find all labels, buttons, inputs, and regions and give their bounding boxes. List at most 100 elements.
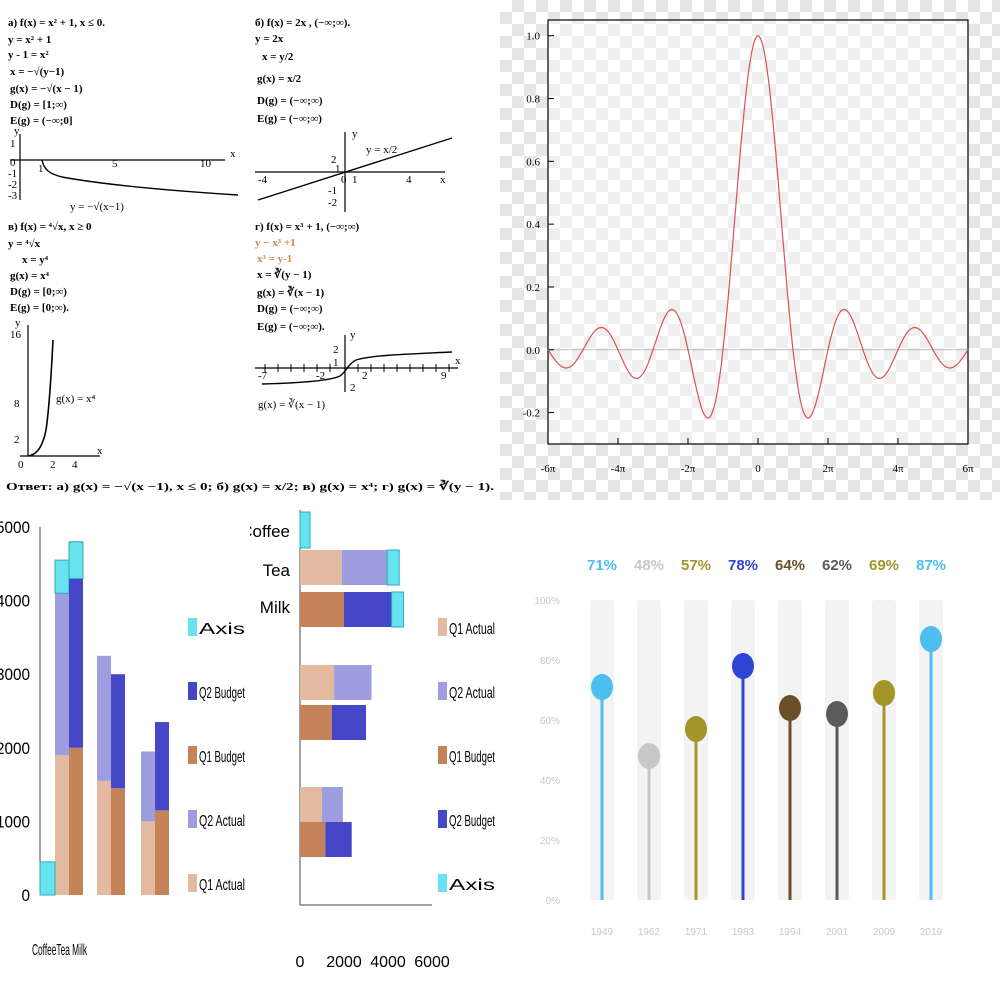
axis-bar [299, 511, 311, 549]
y-tick-label: 0.8 [526, 94, 540, 106]
graph-d-tick: 9 [441, 370, 447, 382]
graph-d-tick: -7 [258, 370, 268, 382]
bar-segment [334, 665, 372, 700]
legend-swatch [188, 810, 197, 828]
lollipop-head [685, 716, 707, 742]
graph-b-tick: -2 [328, 197, 337, 209]
graph-c-tick: 16 [10, 329, 22, 341]
x-tick-label: 2000 [326, 954, 362, 971]
graph-b-tick: 4 [406, 174, 412, 186]
bar-segment [300, 665, 335, 700]
sinc-chart: -0.2 0.0 0.2 0.4 0.6 0.8 1.0 -6π -4π -2π 0 2π 4π 6π [523, 19, 974, 475]
graph-d-axis-x: x [455, 355, 461, 367]
bar-segment [155, 722, 169, 811]
problem-c-line: g(x) = x⁴ [10, 270, 50, 282]
graph-b-tick: -1 [328, 185, 337, 197]
category-label: 2019 [920, 927, 943, 938]
bar-segment [300, 550, 342, 585]
legend-swatch [438, 746, 447, 764]
y-tick-label: 0.0 [526, 345, 540, 357]
bar-segment [69, 578, 83, 748]
problem-a-text: а) f(x) = x² + 1, x ≤ 0. y = x² + 1 y - … [8, 17, 105, 127]
bar-segment [344, 592, 395, 627]
bar-segment [141, 751, 155, 822]
bar-segment [331, 705, 366, 740]
graph-c-curve [27, 339, 54, 457]
legend-swatch [188, 682, 197, 700]
graph-d-tick: 2 [362, 370, 368, 382]
x-tick-label: 4000 [370, 954, 406, 971]
graph-b-label: y = x/2 [366, 144, 397, 156]
graph-c: y x 16 8 2 0 2 4 g(x) = x⁴ [10, 317, 103, 471]
graph-c-tick: 0 [18, 459, 24, 471]
graph-c-axis-x: x [97, 445, 103, 457]
graph-a: x y 1 5 10 1 0 -1 -2 -3 y = −√(x−1) [8, 125, 239, 213]
graph-d-tick: 2 [333, 344, 339, 356]
legend-swatch [438, 874, 447, 892]
bar-segment [300, 822, 326, 857]
graph-a-tick: -1 [8, 168, 17, 180]
legend-swatch [438, 618, 447, 636]
graph-a-axis-y: y [14, 125, 20, 137]
axis-bar [39, 861, 56, 896]
graph-b-tick: 1 [335, 163, 341, 175]
y-tick-label: 20% [540, 836, 560, 847]
category-label: Milk [260, 598, 291, 617]
problem-b-text: б) f(x) = 2x , (−∞;∞). y = 2x x = y/2 g(… [255, 17, 350, 125]
graph-c-axis-y: y [15, 317, 21, 329]
graph-a-tick: 0 [10, 157, 16, 169]
x-tick-label: 6π [962, 463, 974, 475]
bar-segment [300, 592, 344, 627]
legend-swatch [438, 682, 447, 700]
graph-d-tick: 2 [350, 382, 356, 394]
problem-c-line: D(g) = [0;∞) [10, 286, 67, 298]
value-label: 78% [728, 557, 758, 574]
legend-swatch [188, 874, 197, 892]
graph-a-curve [41, 159, 239, 196]
legend-label: Axis [449, 877, 495, 894]
problem-b-line: x = y/2 [262, 51, 294, 63]
y-tick-label: 80% [540, 656, 560, 667]
x-tick-label: 6000 [414, 954, 450, 971]
category-axis-label: CoffeeTea Milk [32, 942, 88, 959]
graph-c-tick: 8 [14, 398, 20, 410]
graph-d-tick: 1 [333, 357, 339, 369]
legend-label: Q2 Actual [449, 685, 495, 702]
graph-b-tick: 2 [331, 154, 337, 166]
problem-c-line: y = ⁴√x [8, 238, 41, 250]
problem-a-line: y = x² + 1 [8, 34, 51, 46]
value-label: 64% [775, 557, 805, 574]
x-tick-label: -4π [611, 463, 626, 475]
graph-d-axis-y: y [350, 329, 356, 341]
graph-d-tick: -2 [316, 370, 325, 382]
lollipop-head [732, 653, 754, 679]
bar-segment [386, 549, 400, 586]
legend-label: Q2 Budget [199, 685, 245, 702]
bar-segment [300, 705, 332, 740]
legend-label: Q1 Budget [449, 749, 495, 766]
value-label: 69% [869, 557, 899, 574]
x-tick-label: -6π [541, 463, 556, 475]
problem-b-line: D(g) = (−∞;∞) [257, 95, 323, 107]
x-tick-label: 0 [296, 954, 305, 971]
category-label: 2001 [826, 927, 849, 938]
problem-a-line: D(g) = [1;∞) [10, 99, 67, 111]
problem-d-line: x = ∛(y − 1) [257, 267, 312, 281]
legend-label: Q2 Actual [199, 813, 245, 830]
y-tick-label: 1000 [0, 813, 30, 832]
legend-swatch [188, 746, 197, 764]
problem-b-line: g(x) = x/2 [257, 73, 302, 85]
graph-c-label: g(x) = x⁴ [56, 393, 96, 405]
problem-a-line: E(g) = (−∞;0] [10, 115, 73, 127]
y-tick-label: 2000 [0, 739, 30, 758]
graph-c-tick: 2 [50, 459, 56, 471]
graph-a-tick: -2 [8, 179, 17, 191]
legend-label: Axis [199, 621, 245, 638]
bar-segment [391, 591, 405, 628]
bar-segment [54, 559, 70, 594]
problem-a-line: x = −√(y−1) [10, 66, 65, 78]
graph-b: x y -4 0 1 4 2 1 -1 -2 y = x/2 [255, 128, 453, 212]
legend-swatch [438, 810, 447, 828]
problem-a-line: y - 1 = x² [8, 49, 49, 61]
problem-a-line: а) f(x) = x² + 1, x ≤ 0. [8, 17, 105, 29]
